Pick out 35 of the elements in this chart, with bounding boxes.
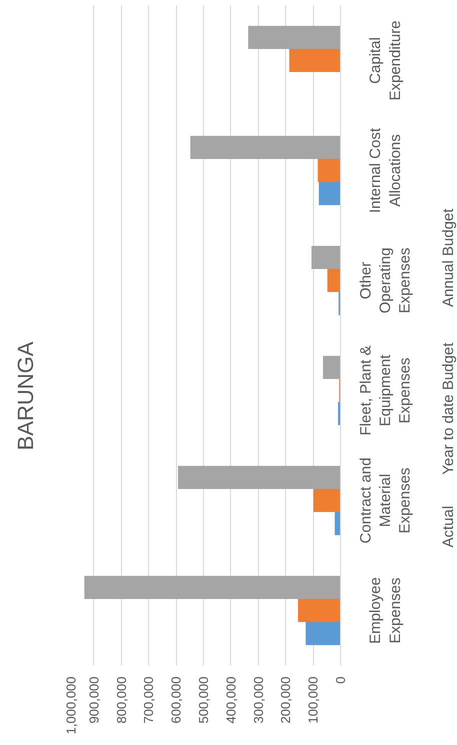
x-tick-label: 0	[333, 676, 348, 684]
bar	[248, 26, 340, 49]
bar	[322, 356, 340, 379]
bar	[334, 512, 340, 536]
x-tick-label: 300,000	[250, 676, 266, 724]
x-tick-label: 900,000	[86, 676, 102, 724]
bar	[84, 576, 340, 599]
x-tick-label: 500,000	[196, 676, 211, 724]
text: BARUNGA	[13, 341, 38, 450]
bar	[178, 466, 340, 489]
bar	[311, 246, 340, 269]
x-tick-label: 800,000	[114, 676, 129, 724]
text: Annual Budget	[440, 208, 457, 307]
x-tick-label: 400,000	[223, 676, 238, 724]
bar	[298, 598, 340, 622]
bar	[306, 622, 340, 646]
y-tick-label: Fleet, Plant & Equipment Expenses	[357, 345, 414, 436]
text: Actual	[440, 506, 457, 548]
bar	[318, 182, 340, 206]
x-tick-label: 600,000	[168, 676, 184, 724]
bar	[289, 48, 340, 72]
bar	[327, 268, 340, 292]
y-tick-label: Capital Expenditure	[367, 20, 404, 101]
x-tick-label: 100,000	[306, 676, 321, 724]
bar	[190, 136, 340, 159]
x-tick-label: 700,000	[141, 676, 156, 724]
y-tick-label: Other Operating Expenses	[357, 248, 414, 314]
bar	[318, 158, 340, 182]
text: Year to date Budget	[440, 342, 457, 475]
x-tick-label: 200,000	[278, 676, 294, 724]
y-tick-label: Employee Expenses	[367, 577, 404, 644]
x-tick-label: 1,000,000	[64, 676, 78, 734]
y-tick-label: Contract and Material Expenses	[357, 458, 414, 544]
y-tick-label: Internal Cost Allocations	[367, 127, 404, 214]
bar	[313, 488, 340, 512]
